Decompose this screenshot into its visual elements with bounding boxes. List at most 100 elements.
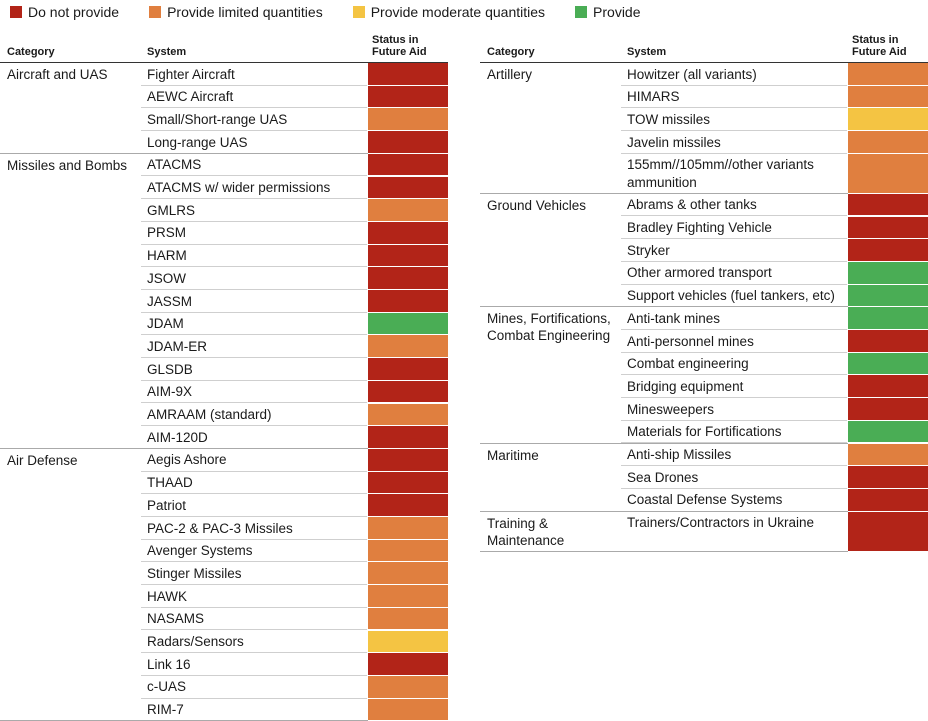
header-category: Category [487,46,535,58]
status-cell [368,675,448,699]
category-line: Mines, Fortifications, [487,311,611,327]
system-label: AMRAAM (standard) [147,407,272,422]
system-label: Aegis Ashore [147,452,227,468]
status-cell [848,108,928,132]
left-table-body: Fighter Aircraft AEWC Aircraft Small/Short… [0,63,448,721]
status-cell [368,290,448,313]
system-label: Sea Drones [627,469,699,485]
system-label: ATACMS [147,157,202,173]
status-cell [368,607,448,631]
system-label: HAWK [147,588,187,604]
status-cell [368,471,448,495]
table-row-system: Fighter Aircraft [141,63,367,86]
table-row-system: Anti-personnel mines [621,330,847,353]
system-label: Howitzer (all variants) [627,66,757,82]
system-label: ammunition [627,174,697,190]
legend-label-provide: Provide [593,4,641,20]
system-label: Trainers/Contractors in Ukraine [627,515,815,531]
system-label: JASSM [147,293,193,309]
table-row-system: AEWC Aircraft [141,86,367,109]
system-label: Support vehicles (fuel tankers, etc) [627,288,835,304]
system-label: AIM-9X [147,384,193,400]
status-cell [368,585,448,608]
table-row-system: JSOW [141,267,367,290]
status-cell [368,630,448,654]
table-row-system: HARM [141,245,367,268]
status-cell [848,466,928,489]
table-row-system: Aegis Ashore [141,449,367,472]
system-label: HIMARS [627,89,680,105]
header-category: Category [7,46,55,58]
status-cell [368,426,448,449]
table-row-system: AIM-120D [141,426,367,449]
category-label: Training & Maintenance [487,512,621,549]
status-cell [848,443,928,467]
status-cell [848,153,928,194]
system-label: HARM [147,248,187,264]
table-row-system: Long-range UAS [141,131,367,154]
system-label: Materials for Fortifications [627,424,782,440]
system-label: Small/Short-range UAS [147,111,288,127]
system-label: Radars/Sensors [147,634,244,649]
table-row-system: Sea Drones [621,466,847,489]
group-separator [480,550,848,552]
status-cell [848,420,928,444]
group-separator [480,442,848,444]
table-row-system: JDAM-ER [141,335,367,359]
category-label: Missiles and Bombs [7,154,141,174]
category-line: Missiles and Bombs [7,157,128,173]
status-cell [368,653,448,676]
status-cell [848,193,928,217]
status-cell [368,539,448,563]
status-cell [368,562,448,586]
legend-label-do-not-provide: Do not provide [28,4,120,20]
table-row-system: Abrams & other tanks [621,194,847,217]
status-cell [848,398,928,421]
legend-label-limited: Provide limited quantities [167,4,323,20]
status-cell [848,216,928,240]
status-cell [368,448,448,472]
system-label: 155mm//105mm//other variants [627,157,814,173]
system-label: Long-range UAS [147,134,248,150]
group-separator [480,192,848,194]
legend-item-do-not-provide: Do not provide [10,4,119,20]
group-separator [0,447,368,449]
status-cell [368,698,448,721]
table-row-system: NASAMS [141,608,367,631]
table-row-system: HAWK [141,585,367,608]
system-label: Bridging equipment [627,378,744,394]
table-row-system: AMRAAM (standard) [141,404,367,427]
category-line: Maritime [487,447,539,463]
table-row-system: Anti-tank mines [621,307,847,330]
system-label: Javelin missiles [627,134,721,150]
table-row-system: 155mm//105mm//other variants ammunition [621,154,847,194]
system-label: PAC-2 & PAC-3 Missiles [147,520,293,536]
status-cell [848,131,928,154]
category-label: Artillery [487,63,621,83]
category-label: Aircraft and UAS [7,63,141,83]
table-row-system: Stryker [621,239,847,262]
system-label: Link 16 [147,656,191,672]
status-cell [848,307,928,330]
table-row-system: Howitzer (all variants) [621,63,847,86]
category-label: Maritime [487,444,621,464]
table-row-system: HIMARS [621,86,847,109]
status-cell [368,494,448,517]
right-table-header: Category System Status in Future Aid [480,26,928,63]
system-label: Patriot [147,497,187,513]
status-cell [368,108,448,132]
status-cell [848,63,928,86]
category-label: Air Defense [7,449,141,469]
status-cell [368,85,448,109]
status-cell [848,488,928,512]
table-row-system: Small/Short-range UAS [141,108,367,132]
system-label: Bradley Fighting Vehicle [627,220,772,235]
status-cell [368,358,448,381]
category-line: Combat Engineering [487,328,611,344]
category-line: Ground Vehicles [487,197,587,213]
system-label: c-UAS [147,679,187,695]
group-separator [0,152,368,154]
table-row-system: GLSDB [141,358,367,381]
status-cell [368,517,448,540]
system-label: JDAM-ER [147,338,207,354]
